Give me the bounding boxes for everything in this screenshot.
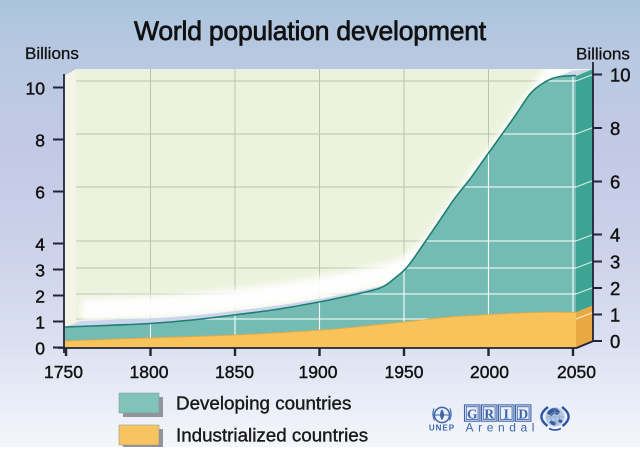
svg-text:6: 6 bbox=[610, 171, 620, 192]
svg-text:3: 3 bbox=[610, 251, 620, 272]
svg-text:3: 3 bbox=[35, 261, 45, 281]
svg-text:4: 4 bbox=[610, 224, 620, 245]
svg-text:1: 1 bbox=[35, 313, 45, 333]
svg-text:1850: 1850 bbox=[215, 362, 254, 382]
svg-text:1900: 1900 bbox=[299, 362, 338, 382]
svg-text:2: 2 bbox=[610, 278, 620, 299]
svg-text:10: 10 bbox=[26, 79, 46, 99]
svg-text:Arendal: Arendal bbox=[466, 421, 540, 435]
svg-text:G: G bbox=[467, 407, 478, 422]
svg-text:1950: 1950 bbox=[385, 362, 424, 382]
svg-text:1800: 1800 bbox=[130, 362, 169, 382]
svg-text:I: I bbox=[504, 407, 509, 422]
svg-text:0: 0 bbox=[35, 339, 45, 359]
svg-text:Billions: Billions bbox=[576, 45, 630, 64]
svg-text:Industrialized countries: Industrialized countries bbox=[176, 425, 368, 446]
svg-text:R: R bbox=[484, 407, 494, 422]
svg-text:8: 8 bbox=[610, 118, 620, 139]
svg-text:10: 10 bbox=[610, 64, 631, 85]
svg-text:8: 8 bbox=[35, 131, 45, 151]
svg-text:Developing countries: Developing countries bbox=[176, 393, 351, 414]
svg-text:UNEP: UNEP bbox=[429, 424, 455, 433]
svg-text:2: 2 bbox=[35, 287, 45, 307]
svg-text:2000: 2000 bbox=[470, 362, 509, 382]
svg-text:4: 4 bbox=[35, 235, 45, 255]
svg-text:1: 1 bbox=[610, 304, 620, 325]
svg-text:World population development: World population development bbox=[134, 16, 487, 46]
svg-text:2050: 2050 bbox=[557, 362, 596, 382]
svg-text:0: 0 bbox=[610, 331, 620, 352]
svg-text:D: D bbox=[518, 407, 528, 422]
svg-text:1750: 1750 bbox=[44, 362, 83, 382]
svg-text:6: 6 bbox=[35, 183, 45, 203]
svg-text:Billions: Billions bbox=[25, 44, 79, 63]
